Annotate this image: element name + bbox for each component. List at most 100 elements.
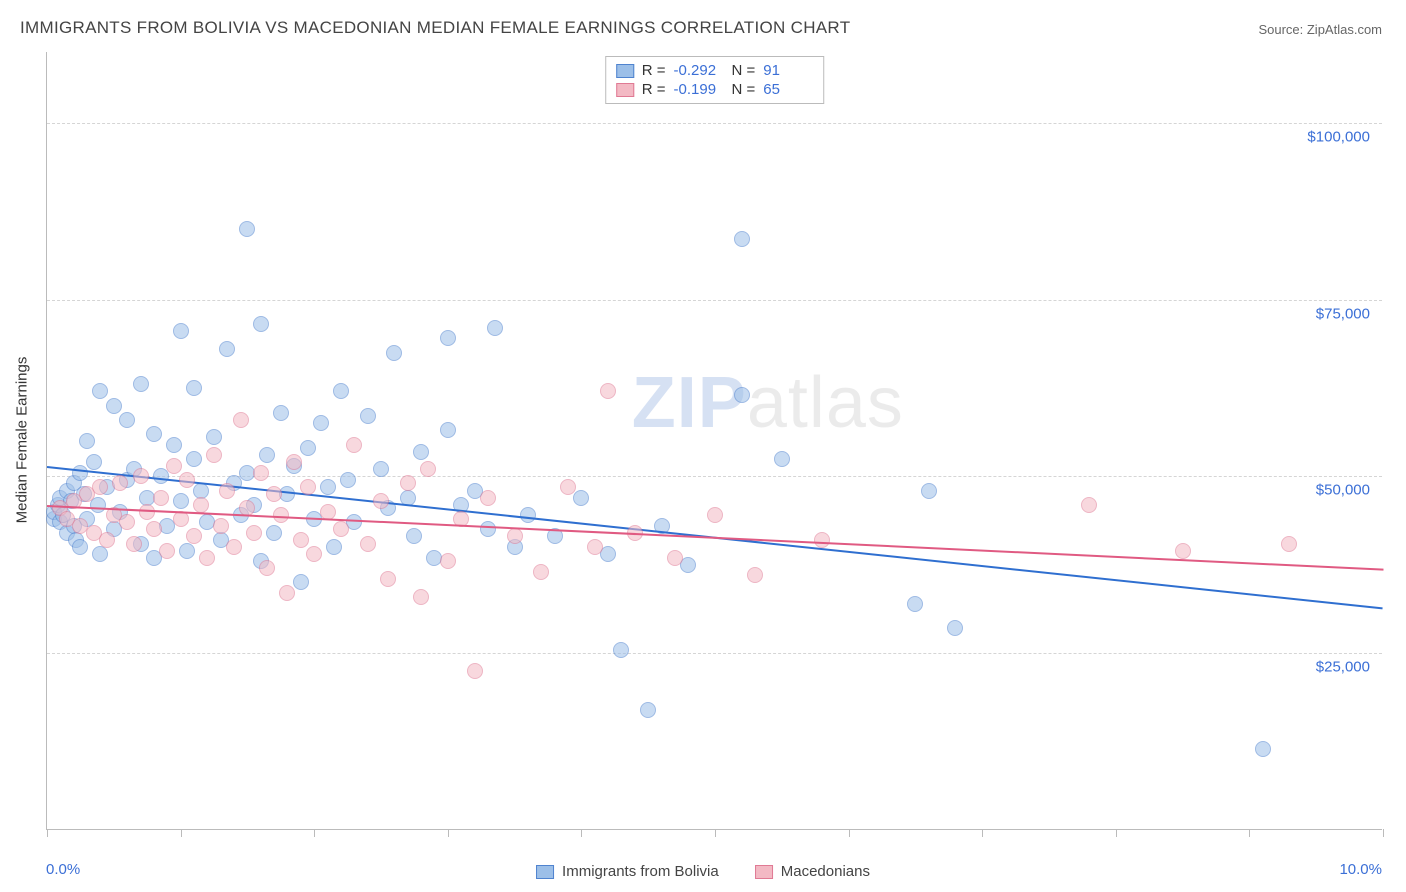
stats-row-series2: R = -0.199 N = 65 — [616, 80, 814, 99]
data-point — [213, 518, 229, 534]
data-point — [233, 412, 249, 428]
swatch-series2 — [616, 83, 634, 97]
data-point — [480, 490, 496, 506]
data-point — [907, 596, 923, 612]
data-point — [1175, 543, 1191, 559]
data-point — [300, 440, 316, 456]
legend-label-2: Macedonians — [781, 863, 870, 880]
x-tick — [849, 829, 850, 837]
data-point — [153, 490, 169, 506]
y-tick-label: $75,000 — [1316, 305, 1370, 322]
data-point — [734, 231, 750, 247]
data-point — [106, 398, 122, 414]
data-point — [600, 383, 616, 399]
bottom-legend: Immigrants from Bolivia Macedonians — [536, 863, 870, 880]
data-point — [640, 702, 656, 718]
data-point — [259, 560, 275, 576]
data-point — [360, 408, 376, 424]
data-point — [406, 528, 422, 544]
x-tick — [314, 829, 315, 837]
gridline — [47, 300, 1382, 301]
data-point — [279, 585, 295, 601]
stat-r-value-1: -0.292 — [674, 62, 724, 79]
data-point — [420, 461, 436, 477]
data-point — [440, 422, 456, 438]
data-point — [199, 550, 215, 566]
data-point — [921, 483, 937, 499]
data-point — [112, 475, 128, 491]
swatch-series1 — [616, 64, 634, 78]
data-point — [533, 564, 549, 580]
plot-area: ZIPatlas R = -0.292 N = 91 R = -0.199 N … — [46, 52, 1382, 830]
data-point — [266, 486, 282, 502]
data-point — [667, 550, 683, 566]
data-point — [72, 465, 88, 481]
gridline — [47, 123, 1382, 124]
data-point — [333, 383, 349, 399]
data-point — [159, 543, 175, 559]
data-point — [386, 345, 402, 361]
data-point — [186, 528, 202, 544]
x-tick — [715, 829, 716, 837]
data-point — [300, 479, 316, 495]
source-label: Source: ZipAtlas.com — [1258, 22, 1382, 37]
data-point — [340, 472, 356, 488]
data-point — [273, 405, 289, 421]
data-point — [467, 663, 483, 679]
data-point — [166, 437, 182, 453]
data-point — [814, 532, 830, 548]
data-point — [239, 221, 255, 237]
data-point — [360, 536, 376, 552]
y-tick-label: $50,000 — [1316, 482, 1370, 499]
data-point — [373, 461, 389, 477]
x-tick — [1383, 829, 1384, 837]
data-point — [333, 521, 349, 537]
gridline — [47, 653, 1382, 654]
data-point — [86, 454, 102, 470]
data-point — [613, 642, 629, 658]
stat-r-label: R = — [642, 81, 666, 98]
x-tick — [1116, 829, 1117, 837]
data-point — [173, 493, 189, 509]
data-point — [166, 458, 182, 474]
data-point — [173, 323, 189, 339]
data-point — [707, 507, 723, 523]
x-tick — [448, 829, 449, 837]
data-point — [440, 330, 456, 346]
x-tick — [1249, 829, 1250, 837]
data-point — [119, 412, 135, 428]
x-tick-label-right: 10.0% — [1339, 861, 1382, 878]
legend-item-1: Immigrants from Bolivia — [536, 863, 719, 880]
data-point — [587, 539, 603, 555]
data-point — [179, 543, 195, 559]
y-tick-label: $100,000 — [1307, 128, 1370, 145]
watermark-atlas: atlas — [747, 363, 904, 443]
data-point — [253, 316, 269, 332]
data-point — [413, 444, 429, 460]
watermark: ZIPatlas — [632, 362, 904, 444]
data-point — [286, 454, 302, 470]
data-point — [774, 451, 790, 467]
x-tick — [982, 829, 983, 837]
data-point — [92, 383, 108, 399]
data-point — [306, 546, 322, 562]
data-point — [226, 539, 242, 555]
legend-item-2: Macedonians — [755, 863, 870, 880]
data-point — [507, 528, 523, 544]
data-point — [79, 433, 95, 449]
y-axis-title: Median Female Earnings — [14, 357, 31, 524]
stat-n-value-2: 65 — [763, 81, 813, 98]
x-tick — [47, 829, 48, 837]
data-point — [326, 539, 342, 555]
x-tick — [181, 829, 182, 837]
stat-n-label: N = — [732, 62, 756, 79]
data-point — [1281, 536, 1297, 552]
data-point — [400, 475, 416, 491]
data-point — [206, 429, 222, 445]
data-point — [413, 589, 429, 605]
data-point — [206, 447, 222, 463]
data-point — [293, 574, 309, 590]
data-point — [92, 546, 108, 562]
chart-title: IMMIGRANTS FROM BOLIVIA VS MACEDONIAN ME… — [20, 18, 850, 38]
data-point — [440, 553, 456, 569]
